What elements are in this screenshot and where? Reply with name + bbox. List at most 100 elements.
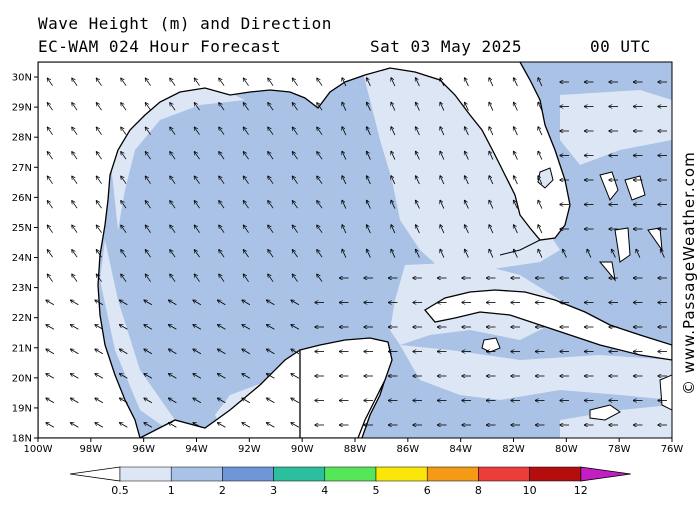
direction-arrow	[145, 274, 151, 282]
direction-arrow	[194, 201, 200, 209]
lon-tick-label: 84W	[449, 444, 472, 455]
direction-arrow	[194, 176, 200, 184]
direction-arrow	[243, 225, 249, 233]
direction-arrow	[342, 176, 347, 185]
direction-arrow	[242, 398, 251, 404]
direction-arrow	[144, 300, 153, 306]
direction-arrow	[242, 325, 251, 330]
direction-arrow	[416, 127, 420, 136]
direction-arrow	[71, 374, 79, 379]
direction-arrow	[489, 102, 494, 111]
direction-arrow	[267, 325, 275, 330]
direction-arrow	[243, 274, 249, 282]
lat-tick-label: 19N	[12, 403, 32, 414]
colorbar-under-triangle	[69, 466, 121, 482]
wave-height-colorbar: 0.5 1 2 3 4 5 6 8 10 12	[69, 466, 631, 497]
direction-arrow	[243, 127, 249, 135]
direction-arrow	[538, 127, 543, 136]
direction-arrow	[538, 176, 543, 185]
direction-arrow	[144, 325, 153, 330]
colorbar-label: 4	[321, 484, 328, 497]
direction-arrow	[72, 274, 78, 282]
lon-tick-label: 96W	[132, 444, 155, 455]
direction-arrow	[538, 249, 543, 258]
direction-arrow	[391, 200, 396, 209]
colorbar-segment	[324, 466, 377, 482]
direction-arrow	[120, 398, 128, 404]
direction-arrow	[95, 349, 104, 355]
colorbar-label: 0.5	[111, 484, 129, 497]
direction-arrow	[317, 103, 323, 111]
colorbar-segment	[375, 466, 428, 482]
direction-arrow	[243, 176, 249, 184]
direction-arrow	[193, 349, 202, 355]
direction-arrow	[391, 78, 396, 87]
sea-wave-band-light-south-caribbean	[560, 405, 672, 438]
colorbar-segment	[478, 466, 530, 482]
direction-arrow	[267, 349, 275, 355]
direction-arrow	[169, 423, 177, 428]
forecast-date: Sat 03 May 2025	[370, 37, 522, 56]
direction-arrow	[46, 374, 55, 379]
direction-arrow	[218, 349, 226, 355]
direction-arrow	[72, 176, 78, 184]
forecast-model-label: EC-WAM 024 Hour Forecast	[38, 37, 282, 56]
direction-arrow	[72, 78, 78, 86]
direction-arrow	[144, 398, 153, 404]
direction-arrow	[145, 201, 151, 209]
direction-arrow	[72, 250, 78, 258]
direction-arrow	[367, 200, 371, 209]
direction-arrow	[391, 176, 396, 185]
direction-arrow	[636, 249, 641, 258]
colorbar-segment	[222, 466, 274, 482]
direction-arrow	[292, 103, 298, 111]
direction-arrow	[169, 300, 177, 306]
direction-arrow	[292, 274, 298, 282]
direction-arrow	[342, 78, 347, 87]
direction-arrow	[219, 103, 225, 111]
lon-tick-label: 98W	[80, 444, 103, 455]
direction-arrow	[342, 102, 347, 111]
direction-arrow	[242, 349, 251, 355]
direction-arrow	[194, 250, 200, 258]
lat-tick-label: 28N	[12, 133, 32, 144]
direction-arrow	[489, 151, 494, 160]
direction-arrow	[440, 225, 445, 234]
lon-tick-label: 78W	[608, 444, 631, 455]
direction-arrow	[243, 78, 249, 86]
direction-arrow	[218, 423, 226, 428]
direction-arrow	[440, 151, 445, 160]
lat-tick-label: 23N	[12, 283, 32, 294]
direction-arrow	[193, 398, 202, 404]
colorbar-segment	[426, 466, 479, 482]
direction-arrow	[292, 127, 298, 135]
direction-arrow	[440, 78, 445, 87]
sea-wave-band-light-shelf	[360, 62, 560, 272]
credit-watermark: © www.PassageWeather.com	[680, 151, 698, 395]
direction-arrow	[170, 152, 176, 160]
lon-tick-label: 82W	[502, 444, 525, 455]
direction-arrow	[268, 176, 274, 184]
direction-arrow	[169, 398, 177, 404]
direction-arrow	[612, 249, 616, 258]
land-hispaniola-edge	[659, 374, 672, 411]
direction-arrow	[219, 201, 225, 209]
lon-tick-label: 100W	[24, 444, 53, 455]
direction-arrow	[465, 151, 469, 160]
direction-arrow	[219, 152, 225, 160]
direction-arrow	[367, 225, 371, 234]
direction-arrow	[416, 102, 420, 111]
direction-arrow	[538, 151, 543, 160]
direction-arrow	[267, 398, 275, 404]
direction-arrow	[243, 103, 249, 111]
direction-arrow	[416, 200, 420, 209]
direction-arrow	[193, 300, 202, 306]
direction-arrow	[292, 176, 298, 184]
direction-arrow	[46, 423, 55, 428]
direction-arrow	[145, 225, 151, 233]
direction-arrow	[194, 78, 200, 86]
direction-arrow	[514, 151, 518, 160]
direction-arrow	[587, 249, 592, 258]
direction-arrow	[46, 398, 55, 404]
direction-arrow	[391, 127, 396, 136]
